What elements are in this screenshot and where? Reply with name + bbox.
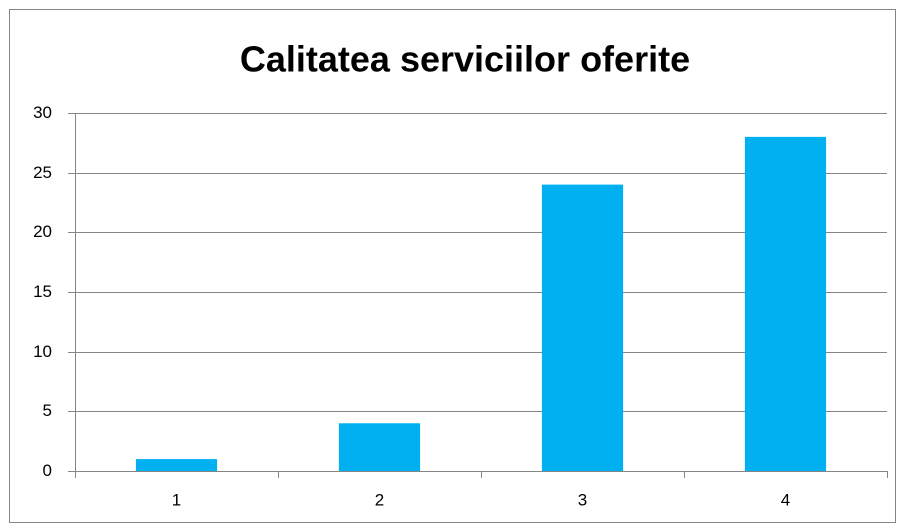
y-tick-label: 0 [43, 461, 52, 480]
x-tick-label: 4 [781, 490, 790, 509]
bar [744, 136, 827, 471]
y-tick-label: 30 [33, 103, 52, 122]
bar [541, 184, 624, 471]
y-tick-label: 5 [43, 401, 52, 420]
x-tick-label: 2 [375, 490, 384, 509]
chart-title: Calitatea serviciilor oferite [240, 39, 690, 80]
y-tick-label: 25 [33, 163, 52, 182]
x-tick-label: 3 [578, 490, 587, 509]
y-tick-label: 20 [33, 222, 52, 241]
bar [135, 459, 218, 471]
x-tick-label: 1 [172, 490, 181, 509]
y-tick-label: 10 [33, 342, 52, 361]
y-tick-label: 15 [33, 282, 52, 301]
bar [338, 423, 421, 471]
